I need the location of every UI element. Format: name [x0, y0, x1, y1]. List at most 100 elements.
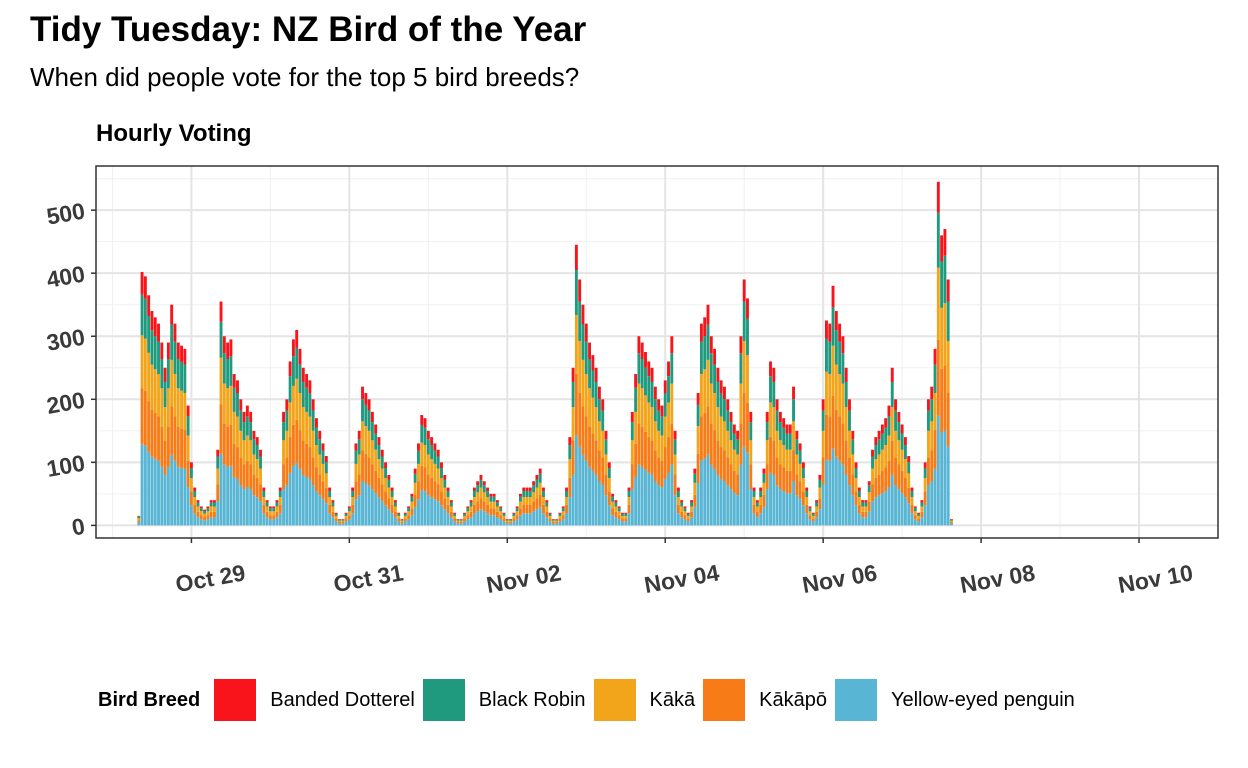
bar-segment	[420, 424, 424, 443]
bar-stack	[413, 468, 417, 526]
bar-segment	[393, 511, 397, 518]
bar-segment	[364, 392, 368, 405]
bar-stack	[726, 399, 730, 526]
bar-stack	[785, 424, 789, 526]
bar-stack	[933, 348, 937, 526]
bar-segment	[542, 504, 545, 514]
bar-segment	[397, 512, 401, 514]
bar-segment	[268, 508, 272, 512]
bar-stack	[341, 519, 345, 526]
legend-item-kaka: Kākā	[593, 679, 695, 721]
bar-segment	[667, 436, 670, 473]
bar-segment	[262, 504, 266, 514]
bar-stack	[453, 512, 457, 526]
bar-segment	[354, 463, 358, 482]
bar-segment	[693, 468, 697, 474]
bar-segment	[528, 487, 532, 491]
bar-segment	[166, 342, 170, 359]
bar-segment	[397, 515, 401, 519]
bar-segment	[808, 519, 812, 526]
bar-segment	[755, 511, 759, 518]
bar-stack	[331, 500, 335, 526]
bar-segment	[792, 386, 795, 400]
bar-segment	[459, 519, 463, 521]
bar-segment	[775, 485, 779, 526]
bar-segment	[479, 487, 483, 499]
bar-segment	[436, 501, 440, 526]
bar-stack	[798, 443, 802, 526]
bar-segment	[561, 506, 565, 509]
bar-segment	[259, 456, 262, 469]
bar-segment	[936, 339, 940, 416]
bar-segment	[821, 399, 825, 411]
bar-segment	[344, 512, 348, 514]
bar-segment	[528, 513, 532, 526]
bar-stack	[848, 399, 851, 526]
bar-segment	[640, 466, 644, 526]
bar-segment	[805, 513, 809, 526]
bar-segment	[818, 509, 822, 526]
bar-segment	[209, 502, 213, 507]
bar-stack	[170, 304, 174, 526]
bar-segment	[446, 497, 450, 505]
bar-segment	[555, 519, 559, 521]
bar-segment	[604, 430, 608, 440]
bar-segment	[831, 285, 835, 308]
bar-segment	[746, 452, 749, 526]
bar-segment	[930, 399, 934, 422]
bar-segment	[324, 503, 328, 526]
bar-segment	[871, 484, 874, 502]
bar-segment	[663, 447, 667, 479]
bar-segment	[357, 454, 361, 475]
bar-segment	[584, 323, 588, 342]
bar-segment	[166, 466, 170, 526]
bar-segment	[193, 490, 197, 498]
bar-segment	[591, 470, 595, 526]
bar-segment	[308, 380, 312, 394]
bar-segment	[798, 443, 802, 451]
bar-segment	[597, 421, 601, 451]
bar-segment	[209, 517, 213, 526]
bar-segment	[660, 487, 664, 526]
bar-stack	[706, 304, 710, 526]
bar-segment	[927, 430, 930, 458]
bar-segment	[295, 329, 299, 348]
bar-segment	[196, 517, 200, 526]
bar-segment	[515, 515, 519, 520]
bar-segment	[232, 476, 236, 526]
bar-segment	[821, 430, 825, 458]
bar-segment	[440, 462, 443, 469]
bar-segment	[624, 512, 628, 514]
bar-segment	[561, 511, 565, 516]
bar-stack	[249, 411, 253, 526]
bar-segment	[792, 399, 795, 422]
bar-stack	[390, 487, 394, 526]
bar-stack	[805, 487, 809, 526]
bar-segment	[785, 424, 789, 434]
bar-segment	[196, 506, 200, 512]
bar-segment	[166, 359, 170, 389]
bar-segment	[565, 490, 568, 498]
bar-segment	[449, 511, 453, 518]
bar-segment	[532, 492, 536, 502]
bar-segment	[486, 513, 489, 526]
bar-segment	[785, 433, 789, 450]
bar-segment	[374, 493, 378, 526]
bar-segment	[917, 515, 921, 519]
bar-segment	[693, 473, 697, 483]
plot-panel	[96, 166, 1218, 538]
bar-stack	[617, 506, 621, 526]
bar-segment	[334, 513, 338, 516]
bar-segment	[440, 505, 443, 526]
bar-segment	[140, 294, 144, 336]
bar-segment	[407, 511, 411, 516]
bar-segment	[838, 416, 842, 461]
bar-stack	[519, 493, 522, 526]
bar-segment	[203, 520, 207, 526]
bar-segment	[436, 449, 440, 457]
bar-segment	[871, 501, 874, 526]
bar-segment	[459, 519, 463, 520]
bar-segment	[305, 443, 309, 477]
bar-segment	[354, 499, 358, 526]
bar-segment	[209, 511, 213, 518]
